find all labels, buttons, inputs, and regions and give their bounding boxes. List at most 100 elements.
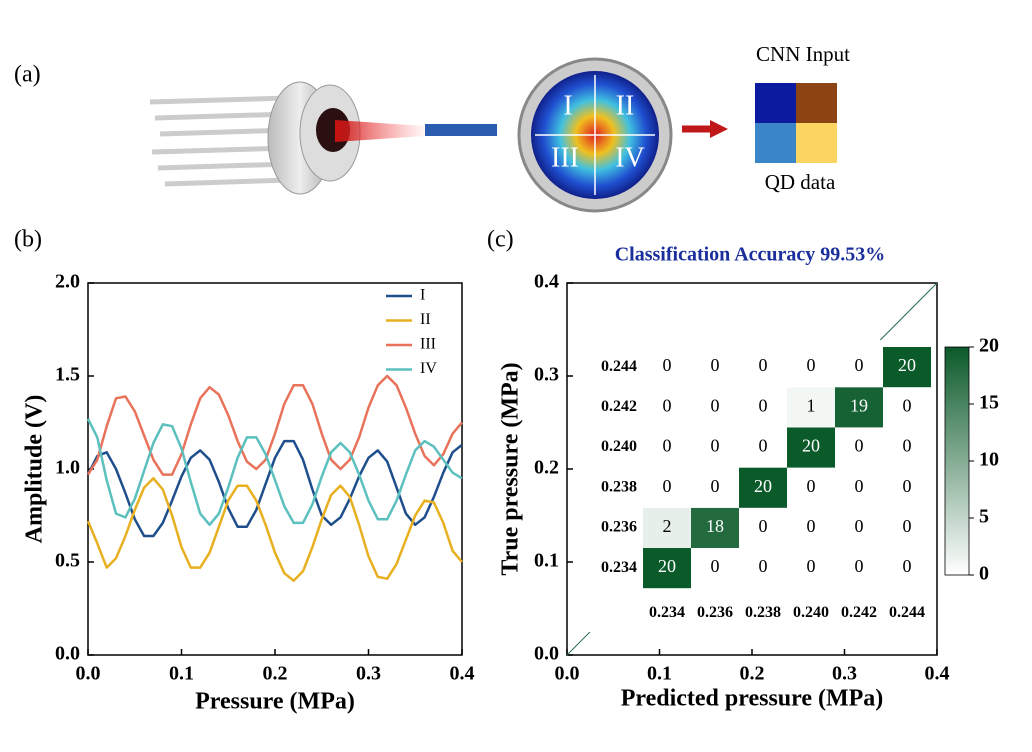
cell-value: 20	[898, 355, 916, 375]
input-square	[796, 83, 837, 123]
matrix-cell	[835, 548, 883, 589]
cell-value: 0	[855, 436, 864, 456]
matrix-cell	[643, 548, 691, 589]
y-tick-label: 0.1	[534, 550, 559, 572]
matrix-cell	[883, 467, 931, 508]
matrix-cell	[883, 507, 931, 548]
line-chart: 0.0 0.1 0.2 0.3 0.4 0.0 0.5 1.0 1.5 2.0 (b) Pressur…	[14, 227, 475, 715]
cell-value: 20	[754, 476, 772, 496]
matrix-cell	[787, 467, 835, 508]
matrix-cell	[643, 507, 691, 548]
cell-value: 0	[711, 436, 720, 456]
cell-value: 0	[663, 395, 672, 415]
y-tick-label: 1.5	[55, 364, 80, 386]
y-category-label: 0.236	[601, 519, 637, 536]
y-tick-label: 0.4	[534, 271, 559, 293]
cell-value: 20	[658, 556, 676, 576]
matrix-cell	[643, 387, 691, 428]
cell-value: 0	[663, 355, 672, 375]
colorbar-tick-label: 15	[979, 392, 999, 414]
matrix-cell	[739, 387, 787, 428]
x-tick-label: 0.0	[76, 663, 101, 685]
legend-label: IV	[420, 360, 437, 377]
data-label: QD data	[765, 170, 836, 194]
colorbar-tick-label: 10	[979, 449, 999, 471]
panel-label: (a)	[14, 62, 41, 88]
matrix-cell	[643, 427, 691, 468]
cell-value: 19	[850, 395, 868, 415]
matrix-cell	[835, 347, 883, 388]
fiber	[425, 124, 497, 136]
cell-value: 18	[706, 516, 724, 536]
cell-value: 0	[759, 355, 768, 375]
x-tick-label: 0.4	[450, 663, 475, 685]
cell-value: 0	[903, 476, 912, 496]
cell-value: 0	[759, 395, 768, 415]
y-tick-label: 0.2	[534, 457, 559, 479]
cell-value: 0	[663, 476, 672, 496]
y-category-label: 0.244	[601, 358, 637, 375]
cell-value: 0	[903, 556, 912, 576]
matrix-cell	[883, 387, 931, 428]
input-square	[796, 123, 837, 163]
matrix-cell	[835, 387, 883, 428]
x-axis-label: Predicted pressure (MPa)	[621, 686, 884, 712]
laser-beam	[335, 120, 425, 142]
x-category-label: 0.238	[745, 604, 781, 621]
cell-value: 0	[759, 556, 768, 576]
laser-pins	[149, 95, 291, 187]
cell-value: 0	[855, 556, 864, 576]
input-square	[755, 123, 796, 163]
x-tick-label: 0.2	[740, 663, 765, 685]
y-category-label: 0.234	[601, 559, 637, 576]
matrix-cell	[691, 347, 739, 388]
matrix-cell	[835, 507, 883, 548]
panel-label: (b)	[14, 227, 42, 253]
matrix-cell	[883, 548, 931, 589]
cell-value: 0	[807, 476, 816, 496]
matrix-cell	[691, 427, 739, 468]
y-tick-label: 0.3	[534, 364, 559, 386]
input-square	[755, 83, 796, 123]
panel-label: (c)	[487, 227, 514, 253]
matrix-cell	[691, 387, 739, 428]
matrix-cell	[643, 467, 691, 508]
series-line	[86, 477, 463, 582]
cell-value: 1	[807, 395, 816, 415]
cell-value: 0	[663, 436, 672, 456]
matrix-cell	[739, 507, 787, 548]
y-category-label: 0.242	[601, 398, 637, 415]
y-tick-label: 0.0	[534, 643, 559, 665]
diagram: (a) I II III IV CNN Input QD data	[14, 42, 850, 213]
cell-value: 20	[802, 436, 820, 456]
cell-value: 0	[855, 355, 864, 375]
cell-value: 2	[663, 516, 672, 536]
x-tick-label: 0.2	[263, 663, 288, 685]
y-tick-label: 0.0	[55, 643, 80, 665]
colorbar	[944, 346, 970, 576]
x-category-label: 0.240	[793, 604, 829, 621]
x-tick-label: 0.1	[647, 663, 672, 685]
matrix-cell	[787, 548, 835, 589]
matrix-cell	[643, 347, 691, 388]
chart-title: Classification Accuracy 99.53%	[615, 244, 886, 266]
y-tick-label: 0.5	[55, 550, 80, 572]
matrix-cell	[691, 507, 739, 548]
legend-label: I	[420, 287, 425, 304]
x-tick-label: 0.3	[832, 663, 857, 685]
matrix-cell	[883, 427, 931, 468]
x-tick-label: 0.3	[356, 663, 381, 685]
cell-value: 0	[711, 476, 720, 496]
cell-value: 0	[807, 516, 816, 536]
x-category-label: 0.236	[697, 604, 733, 621]
quadrant-label: III	[551, 142, 579, 173]
y-tick-label: 1.0	[55, 457, 80, 479]
series-line	[86, 439, 463, 538]
quadrant-label: IV	[615, 142, 645, 173]
x-tick-label: 0.1	[169, 663, 194, 685]
matrix-cell	[787, 387, 835, 428]
matrix-cell	[739, 427, 787, 468]
y-category-label: 0.238	[601, 478, 637, 495]
quadrant-label: II	[616, 90, 635, 121]
